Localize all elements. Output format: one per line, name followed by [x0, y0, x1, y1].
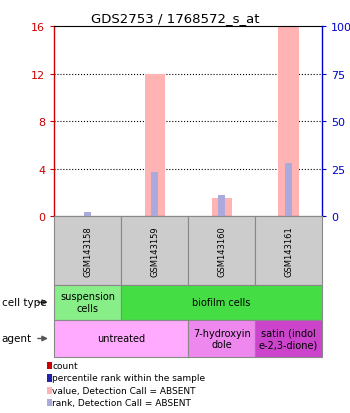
Text: cell type: cell type — [2, 297, 46, 308]
Bar — [279, 27, 299, 217]
Text: suspension
cells: suspension cells — [60, 292, 115, 313]
Text: percentile rank within the sample: percentile rank within the sample — [52, 373, 205, 382]
Text: 7-hydroxyin
dole: 7-hydroxyin dole — [193, 328, 251, 349]
Text: satin (indol
e-2,3-dione): satin (indol e-2,3-dione) — [259, 328, 318, 349]
Bar — [84, 213, 91, 217]
Text: rank, Detection Call = ABSENT: rank, Detection Call = ABSENT — [52, 398, 191, 407]
Bar — [285, 164, 292, 217]
Text: GDS2753 / 1768572_s_at: GDS2753 / 1768572_s_at — [91, 12, 259, 25]
Text: GSM143158: GSM143158 — [83, 225, 92, 276]
Text: GSM143160: GSM143160 — [217, 225, 226, 276]
Text: count: count — [52, 361, 78, 370]
Text: agent: agent — [2, 334, 32, 344]
Bar — [145, 74, 165, 217]
Text: untreated: untreated — [97, 334, 145, 344]
Text: biofilm cells: biofilm cells — [193, 297, 251, 308]
Bar — [151, 173, 158, 217]
Text: GSM143159: GSM143159 — [150, 225, 159, 276]
Text: value, Detection Call = ABSENT: value, Detection Call = ABSENT — [52, 386, 196, 395]
Text: GSM143161: GSM143161 — [284, 225, 293, 276]
Bar — [218, 195, 225, 217]
Bar — [211, 199, 232, 217]
